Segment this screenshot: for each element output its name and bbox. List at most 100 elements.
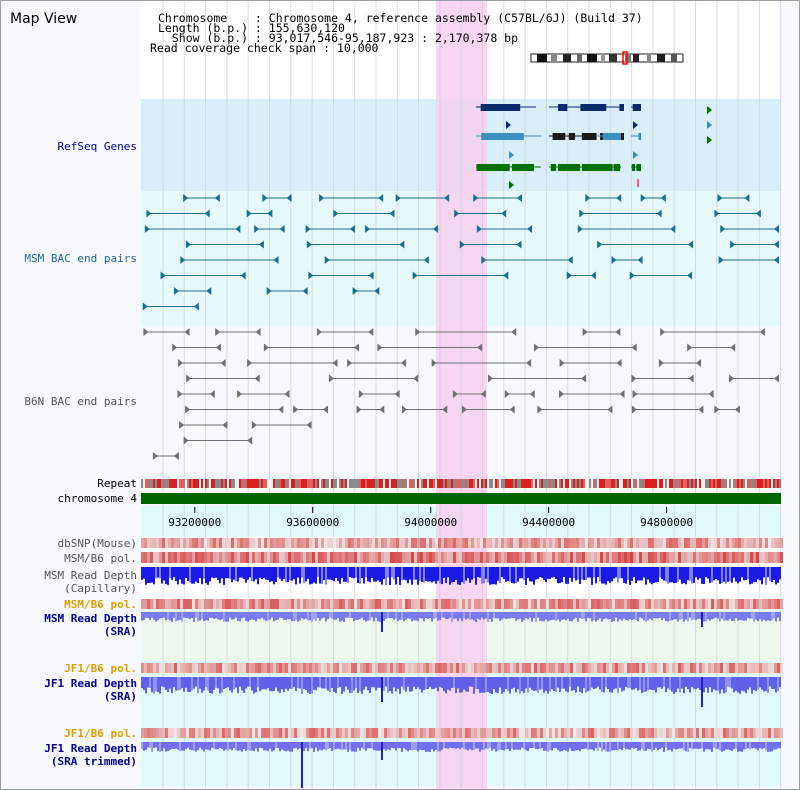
- polymorphism-bin: [267, 538, 270, 548]
- read-depth-bin: [685, 612, 687, 620]
- read-depth-bin: [327, 677, 329, 691]
- read-depth-bin: [577, 677, 579, 687]
- polymorphism-bin: [468, 599, 471, 609]
- polymorphism-bin: [657, 728, 660, 738]
- read-depth-bin: [617, 677, 619, 693]
- read-depth-bin: [145, 567, 147, 585]
- polymorphism-bin: [282, 552, 285, 563]
- read-depth-bin: [303, 677, 305, 689]
- polymorphism-bin: [744, 728, 747, 738]
- gene-exon: [631, 164, 636, 171]
- polymorphism-bin: [276, 728, 279, 738]
- polymorphism-bin: [183, 728, 186, 738]
- read-depth-bin: [531, 742, 533, 748]
- repeat-bin: [559, 479, 561, 488]
- read-depth-bin: [247, 612, 249, 622]
- read-depth-bin: [563, 677, 565, 689]
- read-depth-bin: [739, 567, 741, 582]
- repeat-bin: [153, 479, 155, 488]
- polymorphism-bin: [528, 728, 531, 738]
- read-depth-bin: [415, 612, 417, 621]
- polymorphism-bin: [636, 538, 639, 548]
- polymorphism-bin: [528, 538, 531, 548]
- polymorphism-bin: [375, 538, 378, 548]
- read-depth-bin: [609, 677, 611, 693]
- read-depth-bin: [147, 677, 149, 688]
- read-depth-bin: [593, 677, 595, 690]
- repeat-bin: [209, 479, 211, 488]
- read-depth-bin: [513, 612, 515, 618]
- read-depth-bin: [553, 567, 555, 577]
- track-label-jf1-b6-pol: JF1/B6 pol.: [64, 662, 137, 675]
- read-depth-bin: [409, 677, 411, 692]
- polymorphism-bin: [495, 728, 498, 738]
- b6n-bac-end-icon: [293, 405, 299, 414]
- read-depth-bin: [673, 742, 675, 749]
- repeat-bin: [599, 479, 601, 488]
- read-depth-bin: [367, 612, 369, 621]
- polymorphism-bin: [618, 663, 621, 673]
- read-depth-bin: [233, 567, 235, 580]
- polymorphism-bin: [678, 599, 681, 609]
- read-depth-bin: [735, 612, 737, 619]
- polymorphism-bin: [549, 663, 552, 673]
- read-depth-bin: [701, 567, 703, 584]
- polymorphism-bin: [639, 538, 642, 548]
- read-depth-bin: [335, 677, 337, 693]
- read-depth-bin: [605, 742, 607, 752]
- polymorphism-bin: [384, 538, 387, 548]
- read-depth-bin: [737, 742, 739, 752]
- polymorphism-bin: [294, 552, 297, 563]
- polymorphism-bin: [708, 538, 711, 548]
- read-depth-bin: [267, 612, 269, 621]
- read-depth-bin: [367, 677, 369, 691]
- polymorphism-bin: [699, 552, 702, 563]
- read-depth-bin: [237, 677, 239, 694]
- read-depth-bin: [469, 677, 471, 687]
- read-depth-bin: [627, 567, 629, 580]
- msm-bac-end-icon: [279, 225, 285, 233]
- polymorphism-bin: [699, 728, 702, 738]
- chromosome-ideogram[interactable]: [529, 51, 689, 65]
- read-depth-bin: [189, 567, 191, 583]
- b6n-bac-end-icon: [143, 328, 149, 336]
- read-depth-bin: [777, 612, 779, 618]
- polymorphism-bin: [678, 552, 681, 563]
- gene-arrow-icon: [707, 136, 712, 144]
- polymorphism-bin: [492, 728, 495, 738]
- repeat-bin: [363, 479, 365, 488]
- polymorphism-bin: [243, 552, 246, 563]
- polymorphism-bin: [753, 552, 756, 563]
- read-depth-bin: [619, 612, 621, 620]
- polymorphism-bin: [573, 552, 576, 563]
- read-depth-bin: [319, 612, 321, 621]
- polymorphism-bin: [591, 552, 594, 563]
- polymorphism-bin: [513, 552, 516, 563]
- read-depth-bin: [147, 742, 149, 748]
- track-label-msm-b6-pol: MSM/B6 pol.: [64, 552, 137, 565]
- read-depth-bin: [689, 567, 691, 581]
- read-depth-bin: [445, 567, 447, 583]
- read-depth-bin: [289, 567, 291, 581]
- read-depth-bin: [387, 567, 389, 578]
- polymorphism-bin: [327, 728, 330, 738]
- read-depth-bin: [543, 742, 545, 751]
- polymorphism-bin: [192, 728, 195, 738]
- read-depth-bin: [721, 612, 723, 619]
- read-depth-bin: [639, 677, 641, 690]
- polymorphism-bin: [261, 663, 264, 673]
- read-depth-bin: [499, 567, 501, 583]
- read-depth-bin: [159, 567, 161, 579]
- repeat-bin: [613, 479, 615, 488]
- read-depth-bin: [257, 742, 259, 752]
- read-depth-bin: [559, 567, 561, 584]
- read-depth-bin: [651, 612, 653, 621]
- read-depth-bin: [295, 742, 297, 748]
- read-depth-bin: [207, 567, 209, 585]
- polymorphism-bin: [234, 599, 237, 609]
- polymorphism-bin: [387, 552, 390, 563]
- read-depth-bin: [479, 742, 481, 752]
- read-depth-bin: [265, 612, 267, 621]
- polymorphism-bin: [381, 538, 384, 548]
